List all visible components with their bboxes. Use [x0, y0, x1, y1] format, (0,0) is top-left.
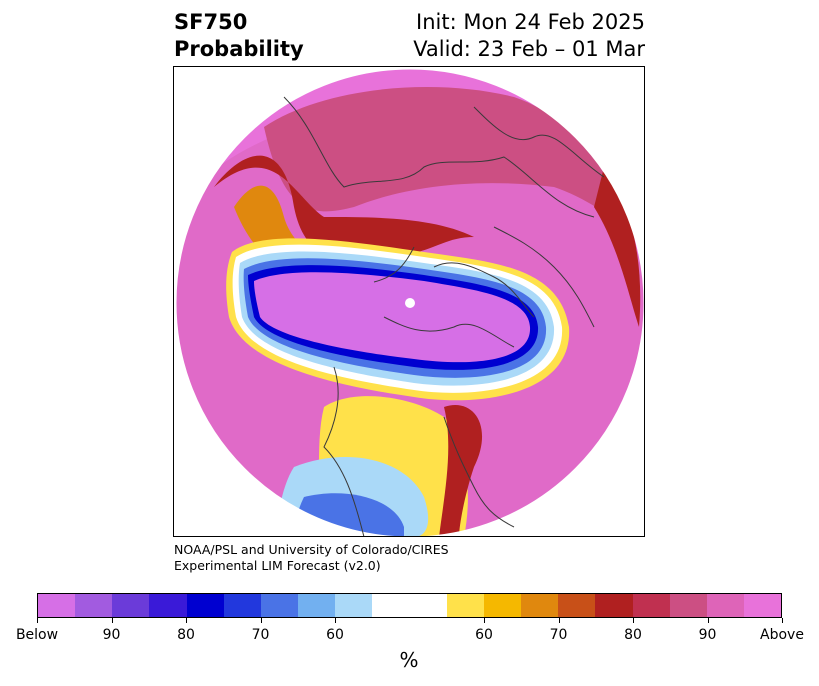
colorbar-tick-label: 70 [251, 627, 270, 643]
colorbar-tick-mark [112, 618, 113, 623]
credits-line-1: NOAA/PSL and University of Colorado/CIRE… [174, 542, 449, 557]
colorbar-segment [75, 594, 113, 617]
colorbar-segment [38, 594, 76, 617]
probability-map [175, 68, 644, 536]
colorbar-segment [669, 594, 707, 617]
colorbar-tick-mark [559, 618, 560, 623]
colorbar-tick-mark [708, 618, 709, 623]
colorbar-tick-mark [782, 618, 783, 623]
colorbar-segment [223, 594, 261, 617]
colorbar-tick-label: 80 [624, 627, 642, 643]
colorbar-segment [558, 594, 596, 617]
map-frame [173, 66, 645, 537]
colorbar-segment [409, 594, 447, 617]
colorbar-tick-label: Below [15, 627, 59, 643]
colorbar-segment [335, 594, 373, 617]
colorbar-tick-mark [335, 618, 336, 623]
colorbar-tick-label: 80 [177, 627, 195, 643]
init-date: Init: Mon 24 Feb 2025 [416, 10, 645, 34]
credits-line-2: Experimental LIM Forecast (v2.0) [174, 558, 381, 573]
colorbar-segment [112, 594, 150, 617]
colorbar-segment [260, 594, 299, 617]
coastlines [283, 96, 605, 536]
colorbar-segment [706, 594, 744, 617]
globe-fill [176, 69, 644, 536]
colorbar-segment [521, 594, 559, 617]
colorbar-tick-mark [186, 618, 187, 623]
colorbar-segment [372, 594, 410, 617]
valid-range: Valid: 23 Feb – 01 Mar [413, 37, 645, 61]
colorbar-segment [483, 594, 522, 617]
credits: NOAA/PSL and University of Colorado/CIRE… [174, 542, 449, 574]
colorbar-tick-mark [37, 618, 38, 623]
colorbar-tick-label: 60 [475, 627, 493, 643]
colorbar [37, 593, 782, 618]
colorbar-unit: % [399, 648, 419, 672]
map-subtitle: Probability [174, 37, 304, 61]
colorbar-tick-label: 90 [698, 627, 717, 643]
colorbar-tick-mark [484, 618, 485, 623]
colorbar-tick-label: Above [760, 627, 804, 643]
colorbar-segment [446, 594, 484, 617]
colorbar-segment [595, 594, 633, 617]
colorbar-tick-label: 60 [326, 627, 344, 643]
colorbar-segment [632, 594, 670, 617]
colorbar-tick-label: 90 [102, 627, 121, 643]
colorbar-segment [298, 594, 336, 617]
colorbar-tick-label: 70 [549, 627, 568, 643]
map-title: SF750 [174, 10, 248, 34]
colorbar-segment [149, 594, 187, 617]
colorbar-segment [186, 594, 224, 617]
colorbar-tick-mark [261, 618, 262, 623]
colorbar-tick-mark [633, 618, 634, 623]
colorbar-segment [743, 594, 782, 617]
